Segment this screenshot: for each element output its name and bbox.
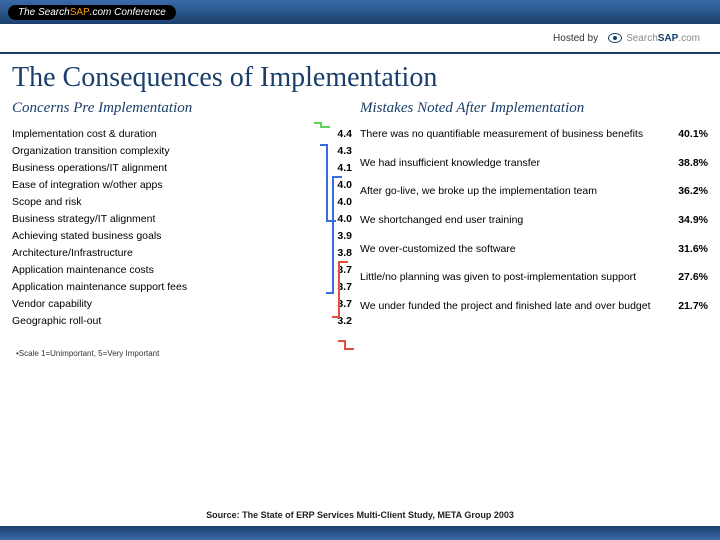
concern-value: 3.7 bbox=[322, 264, 352, 276]
concern-label: Organization transition complexity bbox=[12, 145, 170, 157]
concern-label: Implementation cost & duration bbox=[12, 128, 157, 140]
concern-row: Geographic roll-out3.2 bbox=[12, 312, 352, 329]
concern-label: Business strategy/IT alignment bbox=[12, 213, 155, 225]
concern-label: Geographic roll-out bbox=[12, 315, 101, 327]
mistake-row: There was no quantifiable measurement of… bbox=[360, 125, 708, 154]
mistake-value: 27.6% bbox=[666, 271, 708, 283]
connector-tick bbox=[322, 126, 330, 128]
concern-row: Vendor capability 3.7 bbox=[12, 295, 352, 312]
concern-row: Application maintenance costs 3.7 bbox=[12, 261, 352, 278]
mistake-label: After go-live, we broke up the implement… bbox=[360, 185, 656, 199]
concern-row: Implementation cost & duration 4.4 bbox=[12, 125, 352, 142]
hosted-row: Hosted by SearchSAP.com bbox=[0, 24, 720, 54]
concern-label: Scope and risk bbox=[12, 196, 81, 208]
concern-value: 3.9 bbox=[322, 230, 352, 242]
concern-row: Application maintenance support fees 3.7 bbox=[12, 278, 352, 295]
connector-line bbox=[320, 122, 322, 128]
mistake-value: 34.9% bbox=[666, 214, 708, 226]
content: Concerns Pre Implementation Implementati… bbox=[0, 100, 720, 358]
connector-line bbox=[344, 340, 346, 350]
concern-row: Architecture/Infrastructure 3.8 bbox=[12, 244, 352, 261]
source-citation: Source: The State of ERP Services Multi-… bbox=[0, 510, 720, 520]
hosted-logo: SearchSAP.com bbox=[608, 33, 700, 44]
concern-label: Achieving stated business goals bbox=[12, 230, 161, 242]
concern-row: Achieving stated business goals 3.9 bbox=[12, 227, 352, 244]
logo-sap: SAP bbox=[70, 7, 90, 18]
concern-row: Ease of integration w/other apps4.0 bbox=[12, 176, 352, 193]
mistake-row: We had insufficient knowledge transfer 38… bbox=[360, 154, 708, 183]
concern-label: Ease of integration w/other apps bbox=[12, 179, 163, 191]
mistake-value: 38.8% bbox=[666, 157, 708, 169]
connector-tick bbox=[346, 348, 354, 350]
mistake-value: 36.2% bbox=[666, 185, 708, 197]
logo-search: Search bbox=[38, 7, 70, 18]
concern-value: 4.4 bbox=[322, 128, 352, 140]
mistake-label: Little/no planning was given to post-imp… bbox=[360, 271, 656, 285]
right-heading: Mistakes Noted After Implementation bbox=[360, 100, 708, 117]
concern-label: Business operations/IT alignment bbox=[12, 162, 167, 174]
connector-tick bbox=[320, 144, 328, 146]
connector-tick bbox=[338, 340, 346, 342]
mistake-label: We shortchanged end user training bbox=[360, 214, 656, 228]
mistake-row: We shortchanged end user training 34.9% bbox=[360, 211, 708, 240]
concern-label: Application maintenance support fees bbox=[12, 281, 187, 293]
mistake-row: We under funded the project and finished… bbox=[360, 297, 708, 326]
mistake-row: After go-live, we broke up the implement… bbox=[360, 182, 708, 211]
mistake-value: 31.6% bbox=[666, 243, 708, 255]
concern-value: 3.7 bbox=[322, 298, 352, 310]
top-bar: The SearchSAP.com Conference bbox=[0, 0, 720, 24]
eye-icon bbox=[608, 33, 622, 43]
mistake-label: We under funded the project and finished… bbox=[360, 300, 656, 314]
conference-logo: The SearchSAP.com Conference bbox=[8, 5, 176, 20]
left-heading: Concerns Pre Implementation bbox=[12, 100, 352, 117]
page-title: The Consequences of Implementation bbox=[12, 62, 708, 94]
concern-row: Organization transition complexity4.3 bbox=[12, 142, 352, 159]
bottom-bar bbox=[0, 526, 720, 540]
hosted-suffix: .com bbox=[678, 33, 700, 44]
concern-row: Scope and risk4.0 bbox=[12, 193, 352, 210]
left-column: Concerns Pre Implementation Implementati… bbox=[12, 100, 352, 358]
concern-value: 3.8 bbox=[322, 247, 352, 259]
mistake-label: We had insufficient knowledge transfer bbox=[360, 157, 656, 171]
connector-line bbox=[338, 261, 340, 318]
concerns-list: Implementation cost & duration 4.4 Organiz… bbox=[12, 125, 352, 329]
mistakes-list: There was no quantifiable measurement of… bbox=[360, 125, 708, 325]
scale-note: •Scale 1=Unimportant, 5=Very Important bbox=[16, 349, 352, 358]
hosted-search: Search bbox=[626, 33, 658, 44]
connector-tick bbox=[332, 316, 340, 318]
connector-line bbox=[326, 144, 328, 222]
concern-label: Application maintenance costs bbox=[12, 264, 154, 276]
connector-line bbox=[332, 176, 334, 294]
mistake-value: 40.1% bbox=[666, 128, 708, 140]
hosted-sap: SAP bbox=[658, 33, 679, 44]
connector-tick bbox=[326, 292, 334, 294]
right-column: Mistakes Noted After Implementation Ther… bbox=[360, 100, 708, 358]
logo-prefix: The bbox=[18, 7, 38, 18]
hosted-by-label: Hosted by bbox=[553, 33, 598, 44]
mistake-label: There was no quantifiable measurement of… bbox=[360, 128, 656, 142]
mistake-row: We over-customized the software 31.6% bbox=[360, 240, 708, 269]
concern-value: 3.7 bbox=[322, 281, 352, 293]
concern-label: Architecture/Infrastructure bbox=[12, 247, 133, 259]
mistake-value: 21.7% bbox=[666, 300, 708, 312]
logo-suffix: .com Conference bbox=[90, 7, 166, 18]
mistake-row: Little/no planning was given to post-imp… bbox=[360, 268, 708, 297]
concern-row: Business operations/IT alignment4.1 bbox=[12, 159, 352, 176]
connector-tick bbox=[334, 176, 342, 178]
title-row: The Consequences of Implementation bbox=[0, 54, 720, 100]
concern-label: Vendor capability bbox=[12, 298, 92, 310]
connector-tick bbox=[340, 261, 348, 263]
connector-tick bbox=[314, 122, 322, 124]
concern-row: Business strategy/IT alignment4.0 bbox=[12, 210, 352, 227]
mistake-label: We over-customized the software bbox=[360, 243, 656, 257]
